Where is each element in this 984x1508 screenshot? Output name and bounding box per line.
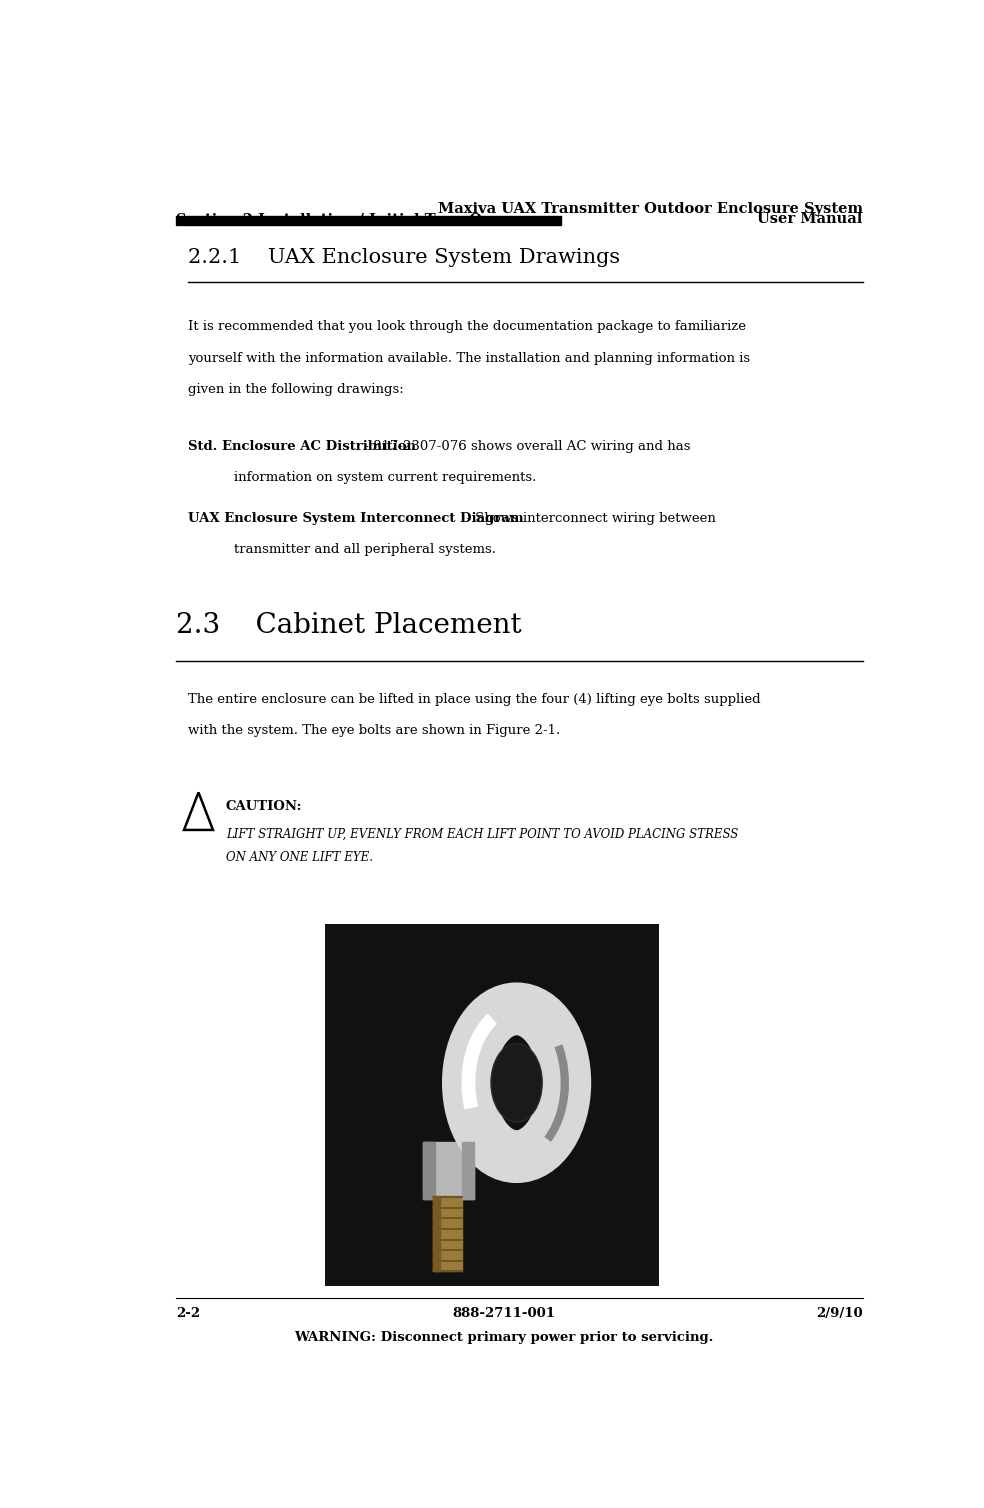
Text: 888-2711-001: 888-2711-001 xyxy=(453,1307,556,1321)
Bar xyxy=(433,1196,440,1271)
Text: The entire enclosure can be lifted in place using the four (4) lifting eye bolts: The entire enclosure can be lifted in pl… xyxy=(188,694,761,706)
Text: transmitter and all peripheral systems.: transmitter and all peripheral systems. xyxy=(233,543,496,556)
Text: LIFT STRAIGHT UP, EVENLY FROM EACH LIFT POINT TO AVOID PLACING STRESS: LIFT STRAIGHT UP, EVENLY FROM EACH LIFT … xyxy=(226,828,738,841)
Bar xyxy=(423,1142,435,1199)
Bar xyxy=(423,1142,474,1199)
Text: yourself with the information available. The installation and planning informati: yourself with the information available.… xyxy=(188,351,750,365)
Text: Figure 2-1  Lifting Eye Bolt: Figure 2-1 Lifting Eye Bolt xyxy=(403,1193,605,1205)
Text: information on system current requirements.: information on system current requiremen… xyxy=(233,472,536,484)
Circle shape xyxy=(491,1044,542,1122)
Text: Std. Enclosure AC Distribution: Std. Enclosure AC Distribution xyxy=(188,440,416,452)
Bar xyxy=(462,1142,474,1199)
Text: 2-2: 2-2 xyxy=(176,1307,201,1321)
Text: ON ANY ONE LIFT EYE.: ON ANY ONE LIFT EYE. xyxy=(226,851,373,864)
Text: Section 2 Installation / Initial Turn-On: Section 2 Installation / Initial Turn-On xyxy=(176,213,493,226)
Text: given in the following drawings:: given in the following drawings: xyxy=(188,383,403,397)
Text: User Manual: User Manual xyxy=(758,213,863,226)
Text: with the system. The eye bolts are shown in Figure 2-1.: with the system. The eye bolts are shown… xyxy=(188,724,560,737)
Text: Maxiva UAX Transmitter Outdoor Enclosure System: Maxiva UAX Transmitter Outdoor Enclosure… xyxy=(438,202,863,217)
Text: WARNING: Disconnect primary power prior to servicing.: WARNING: Disconnect primary power prior … xyxy=(294,1330,714,1344)
Text: 2.3    Cabinet Placement: 2.3 Cabinet Placement xyxy=(176,612,522,639)
Text: - 817-2307-076 shows overall AC wiring and has: - 817-2307-076 shows overall AC wiring a… xyxy=(360,440,691,452)
Bar xyxy=(176,216,562,225)
Text: !: ! xyxy=(196,801,202,814)
Bar xyxy=(433,1196,462,1271)
Text: 2.2.1    UAX Enclosure System Drawings: 2.2.1 UAX Enclosure System Drawings xyxy=(188,249,620,267)
Text: UAX Enclosure System Interconnect Diagram: UAX Enclosure System Interconnect Diagra… xyxy=(188,511,523,525)
Text: CAUTION:: CAUTION: xyxy=(226,799,302,813)
Text: It is recommended that you look through the documentation package to familiarize: It is recommended that you look through … xyxy=(188,320,746,333)
Text: - Shows interconnect wiring between: - Shows interconnect wiring between xyxy=(462,511,716,525)
Polygon shape xyxy=(184,792,213,829)
Text: 2/9/10: 2/9/10 xyxy=(816,1307,863,1321)
